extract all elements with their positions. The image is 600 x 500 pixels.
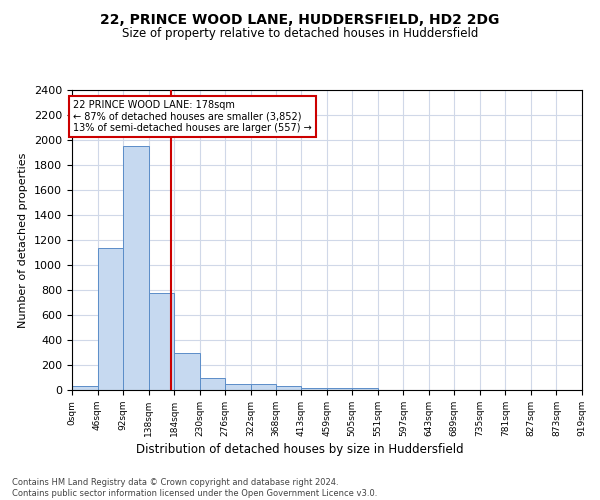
Bar xyxy=(225,384,251,390)
Text: Contains HM Land Registry data © Crown copyright and database right 2024.
Contai: Contains HM Land Registry data © Crown c… xyxy=(12,478,377,498)
Text: Distribution of detached houses by size in Huddersfield: Distribution of detached houses by size … xyxy=(136,442,464,456)
Text: 22, PRINCE WOOD LANE, HUDDERSFIELD, HD2 2DG: 22, PRINCE WOOD LANE, HUDDERSFIELD, HD2 … xyxy=(100,12,500,26)
Bar xyxy=(123,146,149,390)
Bar xyxy=(98,248,123,390)
Text: Size of property relative to detached houses in Huddersfield: Size of property relative to detached ho… xyxy=(122,28,478,40)
Text: 22 PRINCE WOOD LANE: 178sqm
← 87% of detached houses are smaller (3,852)
13% of : 22 PRINCE WOOD LANE: 178sqm ← 87% of det… xyxy=(73,100,312,133)
Y-axis label: Number of detached properties: Number of detached properties xyxy=(19,152,28,328)
Bar xyxy=(200,378,225,390)
Bar xyxy=(301,388,327,390)
Bar xyxy=(149,292,174,390)
Bar xyxy=(174,353,200,390)
Bar xyxy=(251,384,276,390)
Bar xyxy=(327,388,352,390)
Bar xyxy=(276,386,301,390)
Bar xyxy=(72,386,98,390)
Bar xyxy=(352,388,378,390)
